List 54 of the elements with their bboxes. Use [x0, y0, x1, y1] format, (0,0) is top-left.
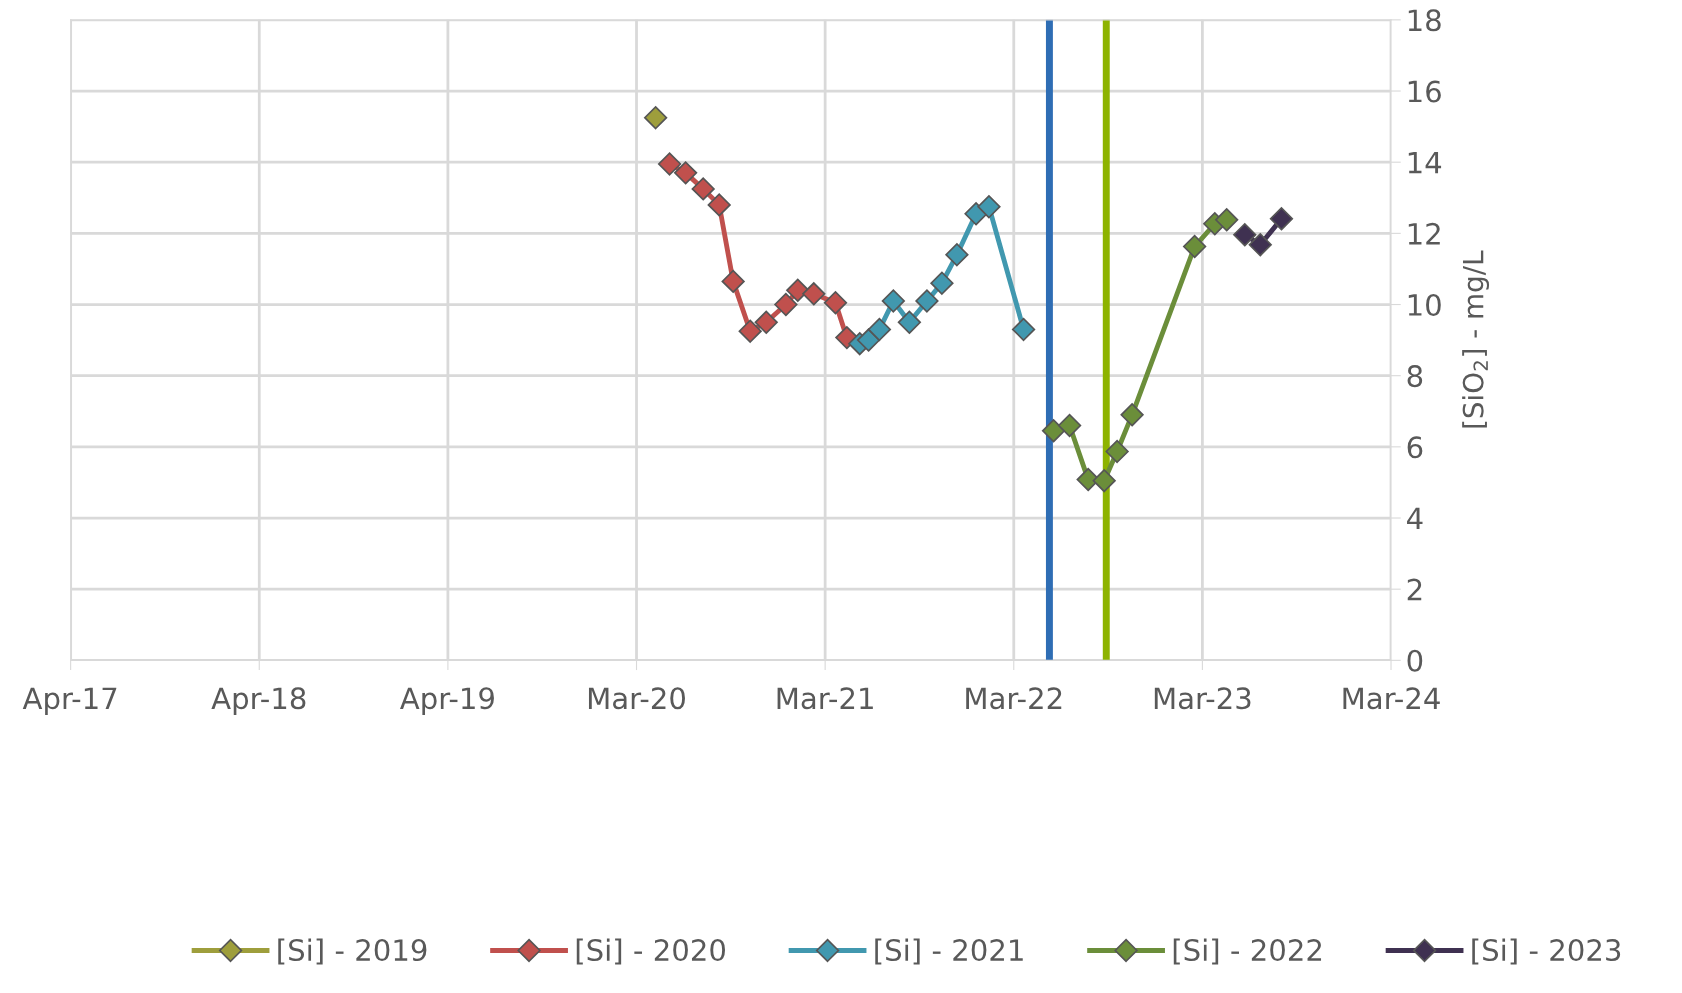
- y-tick-label: 4: [1407, 507, 1423, 530]
- point: [881, 289, 905, 313]
- y-tick-label: 14: [1408, 152, 1442, 174]
- point: [738, 319, 762, 343]
- point: [945, 243, 969, 267]
- point: [1182, 234, 1207, 259]
- y-tick-label: 2: [1407, 578, 1422, 601]
- point: [1057, 413, 1082, 438]
- point: [643, 106, 668, 130]
- point: [1120, 403, 1144, 427]
- y-tick-label: 12: [1408, 222, 1440, 245]
- point: [721, 269, 745, 294]
- x-tick-label: Mar-24: [1343, 687, 1440, 710]
- point: [691, 177, 715, 201]
- point: [977, 195, 1001, 219]
- x-tick-label: Mar-23: [1154, 687, 1251, 710]
- y-tick-label: 16: [1408, 80, 1441, 103]
- point: [897, 310, 922, 334]
- x-tick-label: Mar-20: [588, 687, 685, 710]
- point: [707, 193, 731, 217]
- point: [1233, 223, 1257, 247]
- y-axis-title: [SiO$_{2}$] - mg/L: [1462, 250, 1490, 428]
- y-tick-label: 8: [1407, 365, 1423, 388]
- point: [754, 310, 778, 334]
- legend-label: [Si] - 2022: [1173, 938, 1322, 965]
- point: [1011, 317, 1036, 342]
- point: [786, 278, 810, 302]
- y-tick-label: 0: [1407, 649, 1423, 672]
- point: [1248, 233, 1272, 257]
- legend-label: [Si] - 2019: [278, 938, 427, 965]
- point: [823, 291, 848, 315]
- point: [774, 292, 798, 317]
- y-tick-label: 18: [1408, 9, 1441, 32]
- point: [657, 152, 682, 176]
- point: [1269, 207, 1294, 231]
- point: [915, 289, 939, 313]
- point: [1215, 208, 1239, 232]
- y-tick-label: 10: [1408, 293, 1441, 317]
- legend-label: [Si] - 2020: [576, 938, 726, 965]
- x-tick-label: Mar-21: [777, 687, 873, 710]
- x-tick-label: Apr-17: [22, 687, 117, 715]
- y-tick-label: 6: [1407, 436, 1423, 459]
- legend-label: [Si] - 2021: [875, 938, 1023, 965]
- x-tick-label: Mar-22: [966, 687, 1062, 710]
- point: [1105, 439, 1129, 464]
- point: [673, 161, 698, 185]
- legend-label: [Si] - 2023: [1472, 938, 1621, 965]
- point: [930, 271, 954, 295]
- point: [1041, 419, 1066, 443]
- x-tick-label: Apr-19: [400, 687, 494, 715]
- point: [1092, 469, 1116, 493]
- point: [867, 317, 892, 342]
- x-tick-label: Apr-18: [211, 687, 306, 715]
- point: [802, 282, 826, 306]
